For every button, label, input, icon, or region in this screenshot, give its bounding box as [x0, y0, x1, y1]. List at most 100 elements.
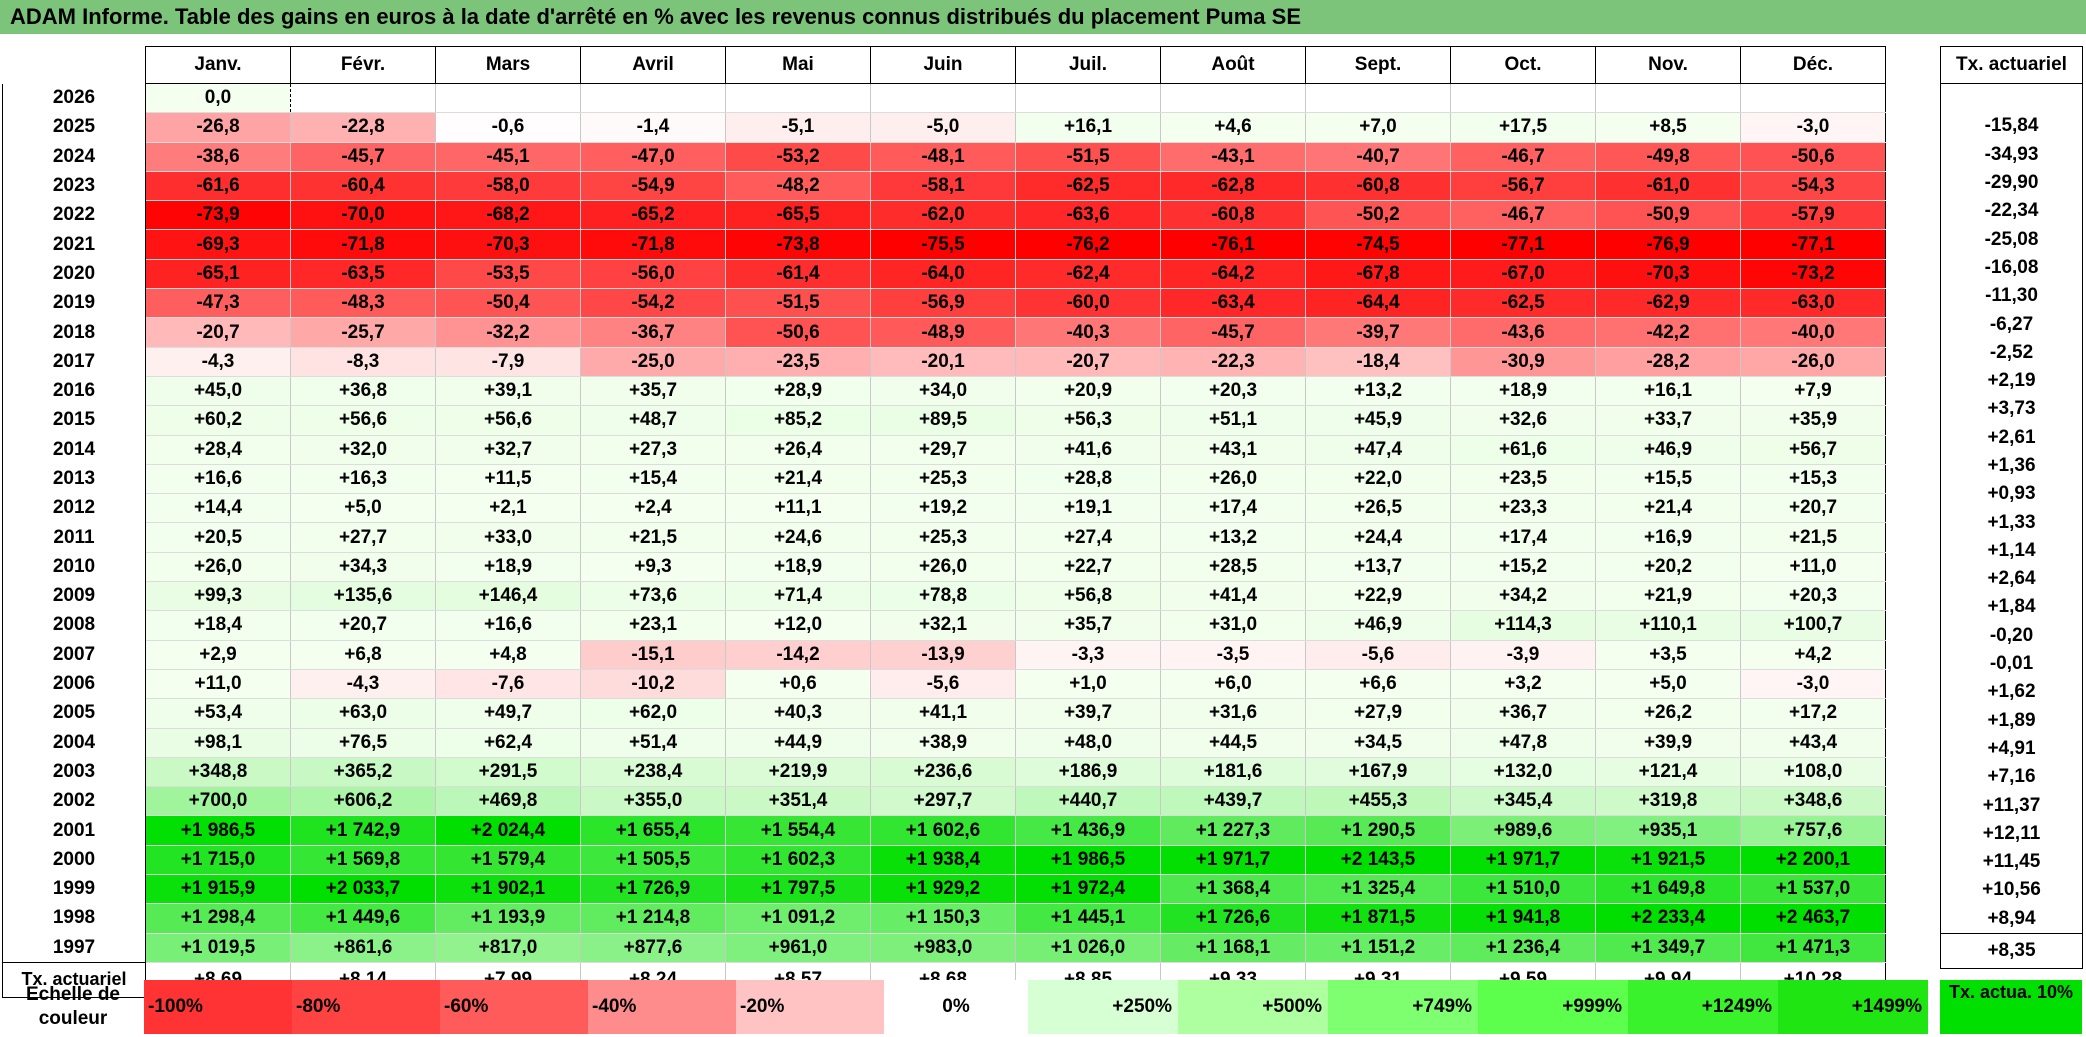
gain-cell: +11,0 — [145, 669, 291, 700]
gain-cell: +1 290,5 — [1305, 815, 1451, 846]
gain-cell: +4,8 — [435, 640, 581, 670]
gain-cell: -3,3 — [1015, 640, 1161, 670]
year-label: 2014 — [2, 435, 146, 465]
gain-cell: +46,9 — [1305, 610, 1451, 641]
gain-cell: -63,0 — [1740, 288, 1886, 319]
gain-cell: +47,8 — [1450, 728, 1596, 758]
gain-cell: +44,9 — [725, 728, 871, 758]
color-scale-label: Echelle de couleur — [26, 984, 120, 1029]
gain-cell: -58,0 — [435, 171, 581, 202]
gain-cell: -3,5 — [1160, 640, 1306, 670]
gain-cell: +100,7 — [1740, 610, 1886, 641]
annual-rate-cell: +2,61 — [1940, 423, 2083, 452]
gain-cell: +31,0 — [1160, 610, 1306, 641]
gain-cell: +26,5 — [1305, 493, 1451, 524]
gain-cell: +22,7 — [1015, 552, 1161, 583]
gain-cell: +1 649,8 — [1595, 874, 1741, 905]
annual-rate-cell: +1,62 — [1940, 678, 2083, 707]
month-header-10: Oct. — [1450, 46, 1596, 84]
gain-cell: +961,0 — [725, 933, 871, 963]
gain-cell: +60,2 — [145, 405, 291, 436]
gain-cell: -50,2 — [1305, 200, 1451, 231]
gain-cell: +351,4 — [725, 786, 871, 817]
table-row: 2016 +45,0 +36,8 +39,1 +35,7 +28,9 +34,0 +20,9 +… — [2, 376, 1886, 407]
gain-cell: -10,2 — [580, 669, 726, 700]
gain-cell: -73,9 — [145, 200, 291, 231]
gain-cell: +1 929,2 — [870, 874, 1016, 905]
gain-cell: -43,1 — [1160, 142, 1306, 172]
year-label: 2017 — [2, 347, 146, 377]
gain-cell: +78,8 — [870, 581, 1016, 612]
gain-cell: +1 236,4 — [1450, 933, 1596, 963]
gain-cell: +23,3 — [1450, 493, 1596, 524]
gain-cell: +47,4 — [1305, 435, 1451, 465]
gain-cell: +2 033,7 — [290, 874, 436, 905]
gain-cell: +23,5 — [1450, 464, 1596, 495]
table-row: 1998 +1 298,4 +1 449,6 +1 193,9 +1 214,8 +1 0… — [2, 903, 1886, 934]
gain-cell: +21,5 — [580, 522, 726, 553]
gain-cell: +89,5 — [870, 405, 1016, 436]
table-row: 2000 +1 715,0 +1 569,8 +1 579,4 +1 505,5 +1 6… — [2, 845, 1886, 876]
annual-rate-cell: +8,94 — [1940, 904, 2083, 934]
year-label: 2013 — [2, 464, 146, 494]
annual-rate-cell: -6,27 — [1940, 310, 2083, 339]
gain-cell: +46,9 — [1595, 435, 1741, 465]
gain-cell: -32,2 — [435, 317, 581, 348]
gain-cell: -14,2 — [725, 640, 871, 670]
gain-cell: -64,4 — [1305, 288, 1451, 319]
gain-cell: +24,6 — [725, 522, 871, 553]
gain-cell: -36,7 — [580, 317, 726, 348]
gain-cell: +17,4 — [1160, 493, 1306, 524]
gain-cell: +56,6 — [435, 405, 581, 436]
gain-cell: -64,0 — [870, 259, 1016, 290]
gain-cell: -62,4 — [1015, 259, 1161, 290]
gain-cell: -56,7 — [1450, 171, 1596, 202]
table-row: 2006 +11,0 -4,3 -7,6 -10,2 +0,6 -5,6 +1,0 +6,0 +6… — [2, 669, 1886, 700]
gain-cell: +85,2 — [725, 405, 871, 436]
gain-cell: +1 325,4 — [1305, 874, 1451, 905]
gain-cell: +26,0 — [870, 552, 1016, 583]
gain-cell: -8,3 — [290, 347, 436, 377]
gain-cell: +167,9 — [1305, 757, 1451, 788]
gain-cell: +1 915,9 — [145, 874, 291, 905]
gain-cell: +21,4 — [1595, 493, 1741, 524]
annual-rate-cell: -0,20 — [1940, 621, 2083, 650]
table-row: 2013 +16,6 +16,3 +11,5 +15,4 +21,4 +25,3 +28,8 +… — [2, 464, 1886, 495]
gain-cell: +1 436,9 — [1015, 815, 1161, 846]
gain-cell: +440,7 — [1015, 786, 1161, 817]
gain-cell: -46,7 — [1450, 142, 1596, 172]
annual-rate-cell: +1,89 — [1940, 706, 2083, 735]
annual-rate-cell: +1,84 — [1940, 593, 2083, 622]
year-label: 1997 — [2, 933, 146, 963]
table-row: 2025 -26,8 -22,8 -0,6 -1,4 -5,1 -5,0 +16,1 +4,6 +… — [2, 112, 1886, 143]
gain-cell: +25,3 — [870, 522, 1016, 553]
annual-rate-cell — [1940, 83, 2083, 113]
gain-cell: -70,3 — [1595, 259, 1741, 290]
tx-actuariel-total: +8,35 — [1940, 932, 2083, 969]
gain-cell: +6,0 — [1160, 669, 1306, 700]
year-label: 2020 — [2, 259, 146, 289]
gain-cell: +17,5 — [1450, 112, 1596, 143]
gain-cell: +24,4 — [1305, 522, 1451, 553]
gain-cell: +27,7 — [290, 522, 436, 553]
gain-cell: +1,0 — [1015, 669, 1161, 700]
gain-cell: +19,2 — [870, 493, 1016, 524]
color-scale-swatch: -20% — [736, 980, 884, 1034]
annual-rate-cell: +11,37 — [1940, 791, 2083, 820]
gain-cell: +4,6 — [1160, 112, 1306, 143]
gain-cell: -45,1 — [435, 142, 581, 172]
gain-cell: +45,0 — [145, 376, 291, 407]
gain-cell: +29,7 — [870, 435, 1016, 465]
gain-cell: +1 019,5 — [145, 933, 291, 963]
gain-cell: +439,7 — [1160, 786, 1306, 817]
gain-cell: +1 972,4 — [1015, 874, 1161, 905]
gain-cell: -67,0 — [1450, 259, 1596, 290]
gain-cell: +53,4 — [145, 698, 291, 729]
annual-rate-cell: -15,84 — [1940, 112, 2083, 141]
color-scale-swatch: -80% — [292, 980, 440, 1034]
gain-cell: +3,5 — [1595, 640, 1741, 670]
gain-cell: +27,3 — [580, 435, 726, 465]
gain-cell: -60,8 — [1305, 171, 1451, 202]
gain-cell: -73,8 — [725, 229, 871, 260]
gain-cell: +757,6 — [1740, 815, 1886, 846]
